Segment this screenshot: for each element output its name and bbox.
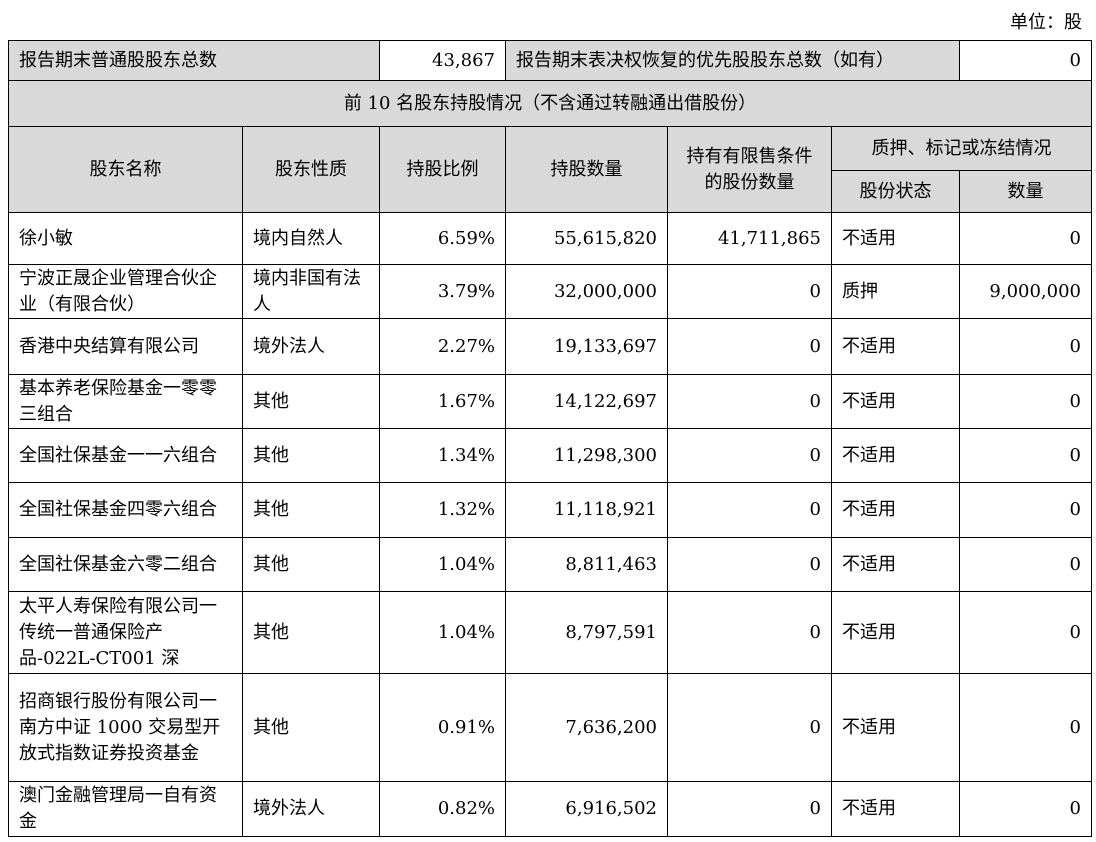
- shareholder-nature: 境内非国有法人: [242, 264, 380, 319]
- pledge-quantity: 0: [959, 374, 1092, 429]
- preferred-holders-label: 报告期末表决权恢复的优先股股东总数（如有）: [505, 40, 960, 81]
- section-title: 前 10 名股东持股情况（不含通过转融通出借股份）: [8, 80, 1092, 127]
- header-restricted: 持有有限售条件的股份数量: [667, 126, 832, 213]
- pledge-quantity: 0: [959, 781, 1092, 837]
- pledge-status: 不适用: [831, 673, 960, 782]
- holding-quantity: 8,811,463: [505, 537, 668, 592]
- common-holders-label: 报告期末普通股股东总数: [8, 40, 380, 81]
- holding-ratio: 1.04%: [379, 537, 506, 592]
- summary-row: 报告期末普通股股东总数 43,867 报告期末表决权恢复的优先股股东总数（如有）…: [8, 40, 1092, 81]
- shareholder-nature: 境外法人: [242, 318, 380, 375]
- pledge-quantity: 0: [959, 428, 1092, 483]
- pledge-quantity: 0: [959, 318, 1092, 375]
- shareholder-name: 全国社保基金四零六组合: [8, 482, 243, 538]
- pledge-status: 不适用: [831, 428, 960, 483]
- pledge-status: 不适用: [831, 537, 960, 592]
- holding-ratio: 6.59%: [379, 212, 506, 265]
- pledge-status: 质押: [831, 264, 960, 319]
- table-row: 招商银行股份有限公司一南方中证 1000 交易型开放式指数证券投资基金 其他 0.9…: [8, 673, 1092, 782]
- header-subrow: 股份状态 数量: [9, 170, 1092, 213]
- restricted-quantity: 0: [667, 374, 832, 429]
- shareholder-name: 基本养老保险基金一零零三组合: [8, 374, 243, 429]
- restricted-quantity: 0: [667, 318, 832, 375]
- pledge-quantity: 0: [959, 591, 1092, 674]
- header-nature: 股东性质: [242, 126, 380, 213]
- restricted-quantity: 0: [667, 482, 832, 538]
- holding-quantity: 6,916,502: [505, 781, 668, 837]
- shareholder-name: 招商银行股份有限公司一南方中证 1000 交易型开放式指数证券投资基金: [8, 673, 243, 782]
- shareholder-nature: 境内自然人: [242, 212, 380, 265]
- header-row: 股东名称 股东性质 持股比例 持股数量 持有有限售条件的股份数量 质押、标记或冻…: [8, 126, 1092, 213]
- header-pledge-group: 质押、标记或冻结情况: [831, 126, 1092, 171]
- holding-ratio: 0.82%: [379, 781, 506, 837]
- pledge-quantity: 0: [959, 212, 1092, 265]
- pledge-status: 不适用: [831, 781, 960, 837]
- shareholder-nature: 其他: [242, 591, 380, 674]
- shareholder-name: 宁波正晟企业管理合伙企业（有限合伙）: [8, 264, 243, 319]
- header-pledge-quantity: 数量: [959, 170, 1092, 213]
- header-pledge-status: 股份状态: [831, 170, 960, 213]
- table-row: 全国社保基金六零二组合 其他 1.04% 8,811,463 0 不适用 0: [8, 537, 1092, 592]
- section-title-row: 前 10 名股东持股情况（不含通过转融通出借股份）: [8, 80, 1092, 127]
- common-holders-value: 43,867: [379, 40, 506, 81]
- holding-quantity: 8,797,591: [505, 591, 668, 674]
- table-row: 全国社保基金一一六组合 其他 1.34% 11,298,300 0 不适用 0: [8, 428, 1092, 483]
- table-row: 太平人寿保险有限公司一传统一普通保险产品-022L-CT001 深其他 1.04%…: [8, 591, 1092, 674]
- shareholder-nature: 其他: [242, 537, 380, 592]
- holding-ratio: 1.32%: [379, 482, 506, 538]
- table-row: 基本养老保险基金一零零三组合 其他 1.67% 14,122,697 0 不适用 0: [8, 374, 1092, 429]
- shareholder-name: 澳门金融管理局一自有资金: [8, 781, 243, 837]
- restricted-quantity: 0: [667, 591, 832, 674]
- holding-ratio: 3.79%: [379, 264, 506, 319]
- table-row: 全国社保基金四零六组合 其他 1.32% 11,118,921 0 不适用 0: [8, 482, 1092, 538]
- holding-quantity: 11,118,921: [505, 482, 668, 538]
- pledge-quantity: 0: [959, 673, 1092, 782]
- restricted-quantity: 0: [667, 673, 832, 782]
- pledge-quantity: 9,000,000: [959, 264, 1092, 319]
- holding-quantity: 14,122,697: [505, 374, 668, 429]
- holding-quantity: 19,133,697: [505, 318, 668, 375]
- shareholder-nature: 其他: [242, 673, 380, 782]
- table-row: 香港中央结算有限公司 境外法人 2.27% 19,133,697 0 不适用 0: [8, 318, 1092, 375]
- pledge-status: 不适用: [831, 374, 960, 429]
- restricted-quantity: 0: [667, 781, 832, 837]
- restricted-quantity: 0: [667, 264, 832, 319]
- pledge-quantity: 0: [959, 482, 1092, 538]
- shareholder-name: 香港中央结算有限公司: [8, 318, 243, 375]
- shareholder-nature: 其他: [242, 374, 380, 429]
- header-quantity: 持股数量: [505, 126, 668, 213]
- holding-quantity: 11,298,300: [505, 428, 668, 483]
- pledge-status: 不适用: [831, 212, 960, 265]
- holding-ratio: 1.04%: [379, 591, 506, 674]
- unit-label: 单位：股: [1010, 12, 1082, 33]
- table-row: 徐小敏 境内自然人 6.59% 55,615,820 41,711,865 不适用 0: [8, 212, 1092, 265]
- shareholder-name: 全国社保基金一一六组合: [8, 428, 243, 483]
- shareholder-nature: 其他: [242, 482, 380, 538]
- header-ratio: 持股比例: [379, 126, 506, 213]
- preferred-holders-value: 0: [959, 40, 1092, 81]
- table-row: 澳门金融管理局一自有资金 境外法人 0.82% 6,916,502 0 不适用 0: [8, 781, 1092, 837]
- holding-ratio: 2.27%: [379, 318, 506, 375]
- header-name: 股东名称: [8, 126, 243, 213]
- pledge-status: 不适用: [831, 482, 960, 538]
- shareholder-name: 全国社保基金六零二组合: [8, 537, 243, 592]
- holding-quantity: 7,636,200: [505, 673, 668, 782]
- restricted-quantity: 41,711,865: [667, 212, 832, 265]
- shareholder-name: 太平人寿保险有限公司一传统一普通保险产品-022L-CT001 深: [8, 591, 243, 674]
- shareholders-table: 报告期末普通股股东总数 43,867 报告期末表决权恢复的优先股股东总数（如有）…: [8, 40, 1092, 837]
- holding-quantity: 55,615,820: [505, 212, 668, 265]
- restricted-quantity: 0: [667, 537, 832, 592]
- restricted-quantity: 0: [667, 428, 832, 483]
- table-row: 宁波正晟企业管理合伙企业（有限合伙） 境内非国有法人 3.79% 32,000,000…: [8, 264, 1092, 319]
- shareholder-nature: 境外法人: [242, 781, 380, 837]
- holding-ratio: 1.34%: [379, 428, 506, 483]
- pledge-status: 不适用: [831, 318, 960, 375]
- holding-ratio: 1.67%: [379, 374, 506, 429]
- shareholder-name: 徐小敏: [8, 212, 243, 265]
- holding-quantity: 32,000,000: [505, 264, 668, 319]
- pledge-status: 不适用: [831, 591, 960, 674]
- shareholder-nature: 其他: [242, 428, 380, 483]
- pledge-quantity: 0: [959, 537, 1092, 592]
- holding-ratio: 0.91%: [379, 673, 506, 782]
